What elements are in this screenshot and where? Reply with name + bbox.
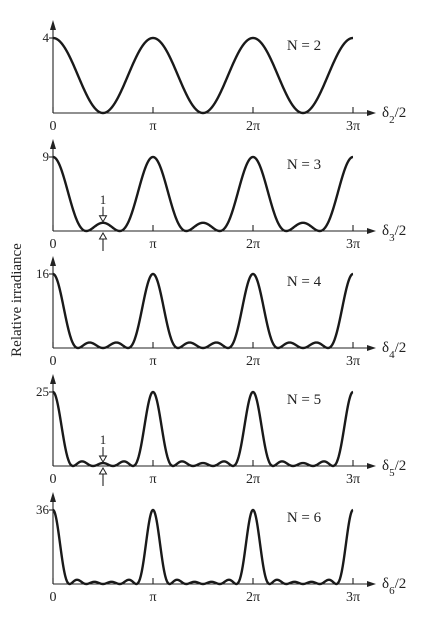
y-max-label: 36: [36, 502, 50, 517]
n-annotation: N = 6: [287, 510, 322, 526]
x-axis-label: δ6/2: [382, 576, 406, 597]
irradiance-curve: [52, 36, 354, 115]
panel-n4: 0 π 2π 3π 16 N = 4 δ4/2: [36, 256, 406, 369]
n-annotation: N = 3: [287, 157, 321, 173]
x-axis-arrowhead: [367, 581, 376, 587]
x-tick-label: 3π: [346, 237, 360, 252]
y-axis-arrowhead: [50, 374, 56, 384]
irradiance-curve: [52, 390, 354, 468]
x-tick-label: 0: [50, 119, 57, 134]
x-tick-label: π: [149, 119, 156, 134]
panels: 0 π 2π 3π 4 N = 2 δ2/2 0 π 2π 3π 9 N = 3 δ3/2 1 0 π 2π 3π 1…: [36, 20, 406, 605]
x-tick-label: 0: [50, 354, 57, 369]
x-tick-label: 2π: [246, 472, 260, 487]
panel-n5: 0 π 2π 3π 25 N = 5 δ5/2 1: [36, 374, 406, 487]
y-axis-label: Relative irradiance: [9, 243, 25, 357]
x-tick-label: 0: [50, 590, 57, 605]
y-max-label: 9: [43, 149, 50, 164]
panel-n3: 0 π 2π 3π 9 N = 3 δ3/2 1: [43, 139, 406, 252]
x-axis-arrowhead: [367, 228, 376, 234]
local-max-up-arrow: [98, 232, 108, 240]
x-tick-label: π: [149, 472, 156, 487]
x-axis-label: δ5/2: [382, 458, 406, 479]
x-axis-arrowhead: [367, 463, 376, 469]
irradiance-curve: [52, 155, 354, 233]
local-max-marker: 1: [98, 432, 108, 486]
local-max-down-arrow: [98, 215, 108, 223]
x-tick-label: 3π: [346, 590, 360, 605]
local-max-label: 1: [100, 192, 107, 207]
x-tick-label: 2π: [246, 119, 260, 134]
y-axis-arrowhead: [50, 492, 56, 502]
y-max-label: 4: [43, 30, 50, 45]
x-tick-label: 2π: [246, 354, 260, 369]
x-axis-label: δ3/2: [382, 223, 406, 244]
y-max-label: 25: [36, 384, 49, 399]
irradiance-curve: [52, 272, 354, 350]
n-annotation: N = 4: [287, 274, 322, 290]
x-axis-label: δ2/2: [382, 105, 406, 126]
x-axis-arrowhead: [367, 110, 376, 116]
x-tick-label: 0: [50, 237, 57, 252]
panel-n2: 0 π 2π 3π 4 N = 2 δ2/2: [43, 20, 406, 134]
panel-n6: 0 π 2π 3π 36 N = 6 δ6/2: [36, 492, 406, 605]
local-max-up-arrow: [98, 467, 108, 475]
y-axis-arrowhead: [50, 256, 56, 266]
n-annotation: N = 2: [287, 38, 321, 54]
x-tick-label: 0: [50, 472, 57, 487]
local-max-down-arrow: [98, 455, 108, 464]
x-axis-label: δ4/2: [382, 340, 406, 361]
y-axis-arrowhead: [50, 139, 56, 149]
n-annotation: N = 5: [287, 392, 321, 408]
local-max-label: 1: [100, 432, 107, 447]
y-axis-arrowhead: [50, 20, 56, 30]
x-tick-label: 3π: [346, 354, 360, 369]
x-tick-label: 2π: [246, 590, 260, 605]
local-max-marker: 1: [98, 192, 108, 251]
x-tick-label: 3π: [346, 119, 360, 134]
x-tick-label: 3π: [346, 472, 360, 487]
y-max-label: 16: [36, 266, 50, 281]
x-axis-arrowhead: [367, 345, 376, 351]
irradiance-curve: [52, 508, 354, 586]
x-tick-label: π: [149, 237, 156, 252]
x-tick-label: π: [149, 354, 156, 369]
x-tick-label: 2π: [246, 237, 260, 252]
x-tick-label: π: [149, 590, 156, 605]
